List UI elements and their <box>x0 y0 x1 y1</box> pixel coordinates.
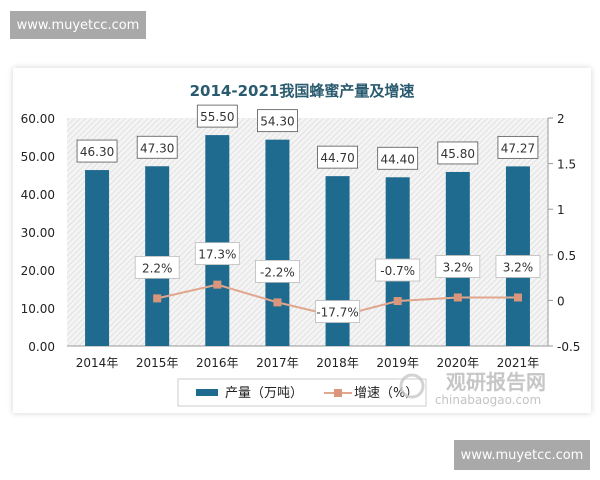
right-tick-label: 2 <box>557 112 565 126</box>
legend-line-marker <box>334 389 342 397</box>
right-tick-label: 1 <box>557 203 565 217</box>
logo-en: chinabaogao.com <box>435 393 541 407</box>
growth-label-box <box>194 242 240 266</box>
chart-title: 2014-2021我国蜂蜜产量及增速 <box>190 82 415 100</box>
growth-marker <box>453 293 462 302</box>
bar-data-label: 46.30 <box>80 145 114 159</box>
growth-label-box <box>134 255 180 279</box>
growth-label-box <box>375 258 421 282</box>
growth-data-label: 3.2% <box>503 260 534 274</box>
bar-data-label: 47.27 <box>501 141 535 155</box>
left-tick-label: 50.00 <box>21 150 55 164</box>
watermark-top: www.muyetcc.com <box>10 11 146 39</box>
bar-2014年 <box>85 170 110 346</box>
growth-data-label: -17.7% <box>316 306 358 320</box>
growth-data-label: -2.2% <box>260 265 295 279</box>
category-label: 2014年 <box>76 356 119 370</box>
category-label: 2015年 <box>136 356 179 370</box>
category-label: 2016年 <box>196 356 239 370</box>
growth-marker <box>213 280 222 289</box>
bar-data-label: 47.30 <box>140 141 174 155</box>
bar-label-box <box>196 104 238 128</box>
growth-label-box <box>495 255 541 278</box>
growth-marker <box>513 293 522 302</box>
bar-data-label: 55.50 <box>200 110 234 124</box>
logo-cn: 观研报告网 <box>446 370 546 394</box>
category-label: 2020年 <box>437 356 480 370</box>
chart: 2014-2021我国蜂蜜产量及增速 0.00 10.00 20.00 30.00 40… <box>21 82 581 407</box>
left-tick-label: 0.00 <box>28 340 55 354</box>
category-label: 2018年 <box>316 356 359 370</box>
bar-label-box <box>136 135 178 159</box>
bar-data-label: 54.30 <box>260 115 294 129</box>
category-label: 2017年 <box>256 356 299 370</box>
bar-label-box <box>437 141 479 165</box>
growth-data-label: 3.2% <box>443 260 474 274</box>
growth-label-box <box>315 300 360 323</box>
growth-label-box <box>255 260 300 283</box>
chart-card: 2014-2021我国蜂蜜产量及增速 0.00 10.00 20.00 30.00 40… <box>13 68 591 413</box>
growth-data-label: 17.3% <box>198 248 236 262</box>
left-tick-label: 40.00 <box>21 188 55 202</box>
bar-data-label: 45.80 <box>441 147 475 161</box>
growth-marker <box>153 294 162 303</box>
bar-label-box <box>317 145 358 169</box>
bar-label-box <box>76 139 118 163</box>
left-tick-label: 20.00 <box>21 264 55 278</box>
left-tick-label: 30.00 <box>21 226 55 240</box>
left-tick-label: 10.00 <box>21 302 55 316</box>
right-tick-label: -0.5 <box>557 340 580 354</box>
category-label: 2021年 <box>497 356 540 370</box>
bar-data-label: 44.40 <box>381 152 415 166</box>
right-tick-label: 0.5 <box>557 249 576 263</box>
legend-bar-label: 产量（万吨） <box>225 386 303 401</box>
category-label: 2019年 <box>376 356 419 370</box>
legend-box <box>177 378 427 407</box>
left-tick-label: 60.00 <box>21 112 55 126</box>
growth-data-label: 2.2% <box>142 261 173 275</box>
watermark-bottom: www.muyetcc.com <box>454 440 590 470</box>
bar-2017年 <box>265 139 290 346</box>
bar-label-box <box>497 135 539 159</box>
growth-data-label: -0.7% <box>380 264 415 278</box>
bar-2016年 <box>205 135 230 346</box>
right-tick-label: 1.5 <box>557 158 576 172</box>
logo-icon <box>399 373 425 399</box>
bar-label-box <box>377 146 419 170</box>
growth-marker <box>393 297 402 306</box>
growth-marker <box>273 298 282 307</box>
legend-line-label: 增速（%） <box>354 386 418 401</box>
bar-label-box <box>257 109 298 133</box>
bar-data-label: 44.70 <box>320 151 354 165</box>
legend-bar-swatch <box>196 389 218 396</box>
right-tick-label: 0 <box>557 294 565 308</box>
growth-label-box <box>435 255 481 278</box>
